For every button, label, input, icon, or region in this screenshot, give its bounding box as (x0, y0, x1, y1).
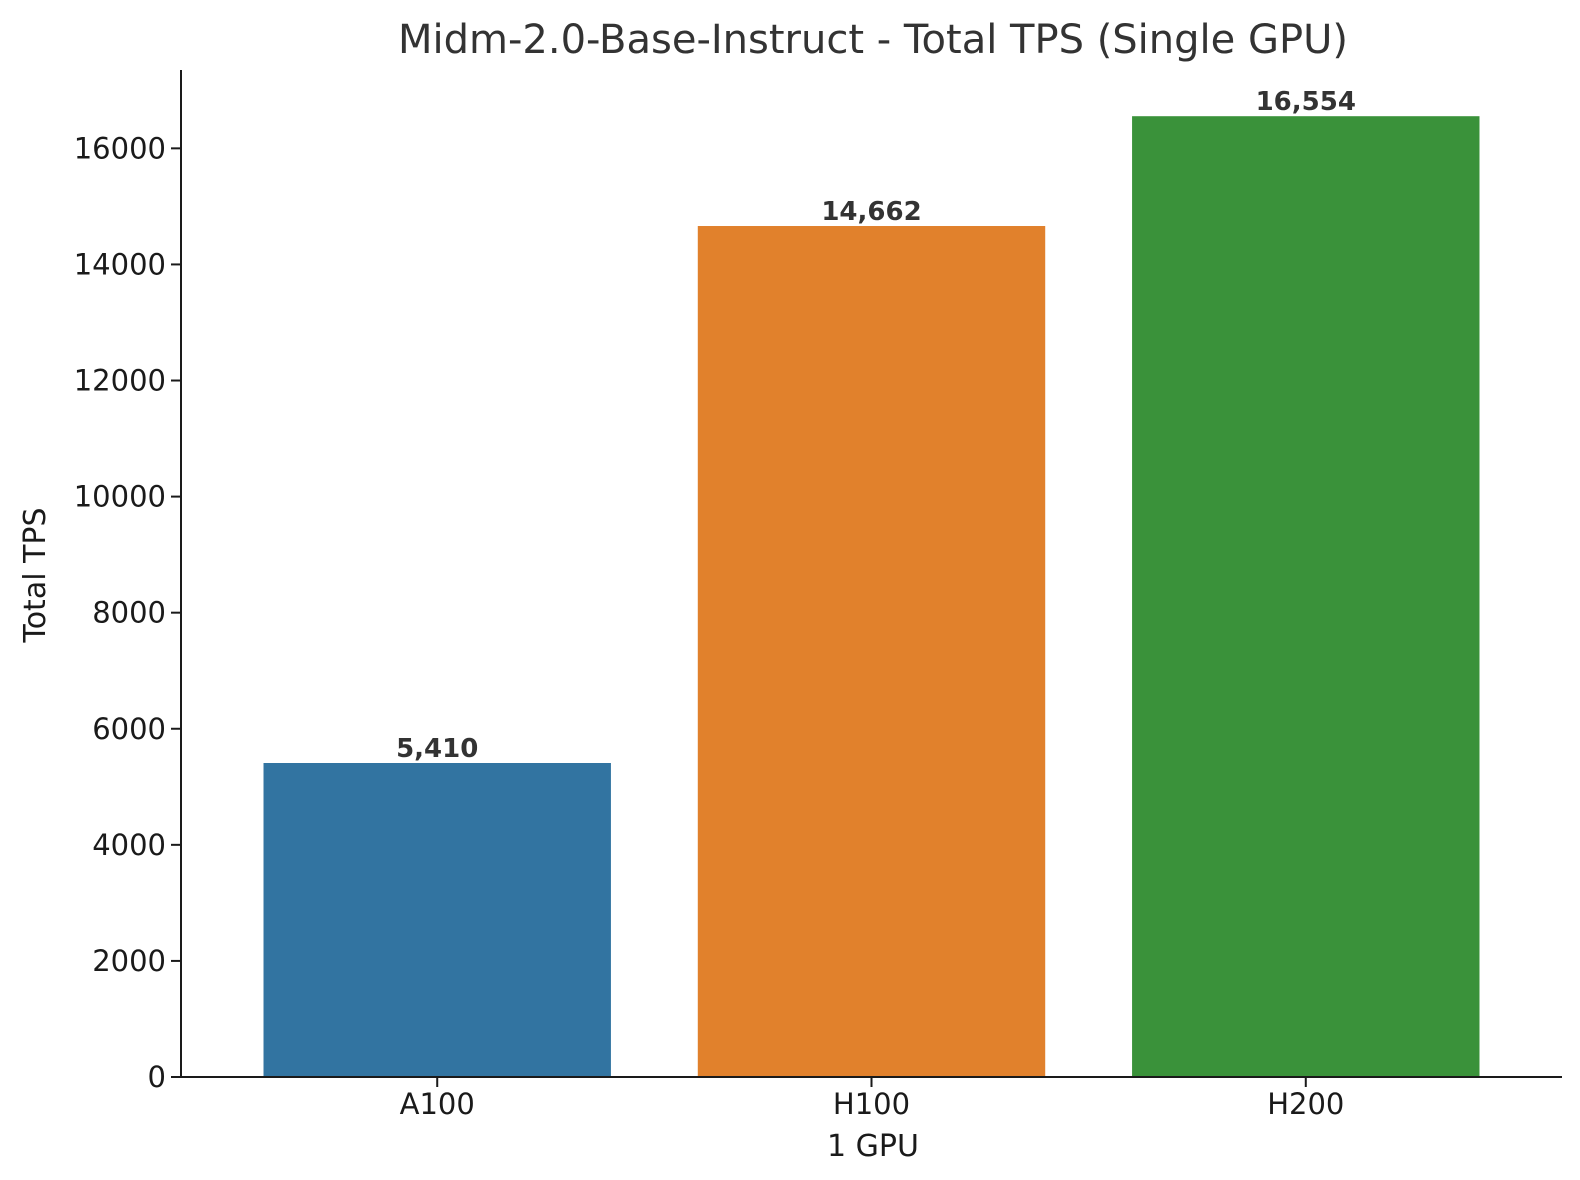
y-tick-label: 0 (148, 1060, 166, 1094)
y-tick-label: 10000 (74, 480, 166, 514)
bar-h200 (1132, 116, 1480, 1077)
y-axis-label: Total TPS (18, 507, 53, 643)
x-tick-label-a100: A100 (400, 1087, 475, 1121)
bar-a100 (263, 763, 611, 1077)
data-label-h200: 16,554 (1256, 87, 1356, 117)
x-tick-label-h100: H100 (833, 1087, 910, 1121)
y-tick-label: 4000 (92, 828, 166, 862)
y-tick-label: 14000 (74, 247, 166, 281)
x-axis-ticks: A100 H100 H200 (400, 1077, 1344, 1121)
y-tick-label: 12000 (74, 364, 166, 398)
y-tick-label: 8000 (92, 596, 166, 630)
y-axis-ticks: 0 2000 4000 6000 8000 10000 12000 14000 16000 (74, 131, 181, 1094)
bars-group: 5,410 14,662 16,554 (263, 87, 1480, 1077)
chart-title: Midm-2.0-Base-Instruct - Total TPS (Sing… (398, 17, 1348, 63)
y-tick-label: 6000 (92, 712, 166, 746)
x-axis-label: 1 GPU (827, 1129, 919, 1164)
y-tick-label: 2000 (92, 944, 166, 978)
x-tick-label-h200: H200 (1267, 1087, 1344, 1121)
y-tick-label: 16000 (74, 131, 166, 165)
bar-h100 (697, 226, 1046, 1077)
data-label-h100: 14,662 (821, 197, 921, 227)
data-label-a100: 5,410 (396, 734, 478, 764)
